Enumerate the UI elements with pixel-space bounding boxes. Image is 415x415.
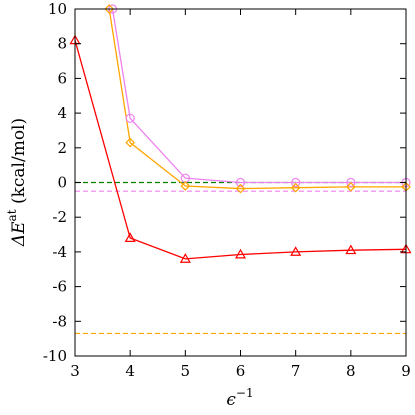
series-layer — [75, 9, 406, 260]
x-axis-label-base: ϵ — [226, 390, 236, 410]
data-point-diamond — [235, 183, 246, 194]
data-point-triangle — [234, 248, 247, 259]
x-axis-label-sup: −1 — [236, 386, 254, 400]
y-tick-label: 4 — [57, 104, 67, 122]
x-tick-label: 8 — [346, 362, 356, 380]
data-point-circle — [235, 177, 246, 188]
y-tick-label: -6 — [52, 278, 67, 296]
data-point-diamond — [125, 137, 136, 148]
y-axis-label-sup: at — [5, 209, 19, 221]
data-point-triangle — [290, 246, 302, 256]
data-point-triangle — [179, 253, 191, 263]
x-tick-label: 6 — [236, 362, 246, 380]
series-line — [75, 40, 406, 260]
y-tick-label: -2 — [52, 208, 67, 226]
data-point-triangle — [124, 232, 136, 242]
x-tick-label: 9 — [401, 362, 411, 380]
x-axis-label: ϵ−1 — [226, 386, 253, 410]
y-tick-label: -4 — [52, 243, 67, 261]
data-point-diamond — [345, 181, 356, 192]
y-axis-label: ΔEat (kcal/mol) — [5, 118, 29, 247]
y-tick-label: -10 — [43, 347, 67, 365]
x-tick-label: 3 — [70, 362, 80, 380]
y-tick-label: 0 — [57, 174, 67, 192]
data-point-circle — [125, 113, 135, 123]
y-tick-label: 8 — [57, 35, 67, 53]
data-point-diamond — [104, 4, 115, 14]
y-axis-label-suffix: (kcal/mol) — [9, 118, 29, 210]
data-point-diamond — [180, 181, 191, 191]
y-tick-label: -8 — [52, 312, 67, 330]
markers-layer — [69, 4, 412, 263]
data-point-diamond — [290, 182, 301, 193]
x-tick-label: 7 — [291, 362, 301, 380]
series-line — [111, 9, 406, 184]
data-point-triangle — [345, 244, 357, 255]
y-tick-label: 6 — [57, 69, 67, 87]
x-tick-label: 5 — [181, 362, 191, 380]
y-tick-label: 10 — [48, 0, 67, 18]
data-point-circle — [291, 177, 301, 188]
x-tick-label: 4 — [125, 362, 135, 380]
y-tick-label: 2 — [57, 139, 67, 157]
data-point-circle — [346, 177, 356, 188]
series-line — [108, 9, 406, 190]
axis-ticks: 3 4 5 6 7 8 9 10 8 6 4 2 0 -2 -4 -6 -8 -10 — [43, 0, 411, 380]
y-axis-label-prefix: ΔE — [9, 221, 29, 247]
